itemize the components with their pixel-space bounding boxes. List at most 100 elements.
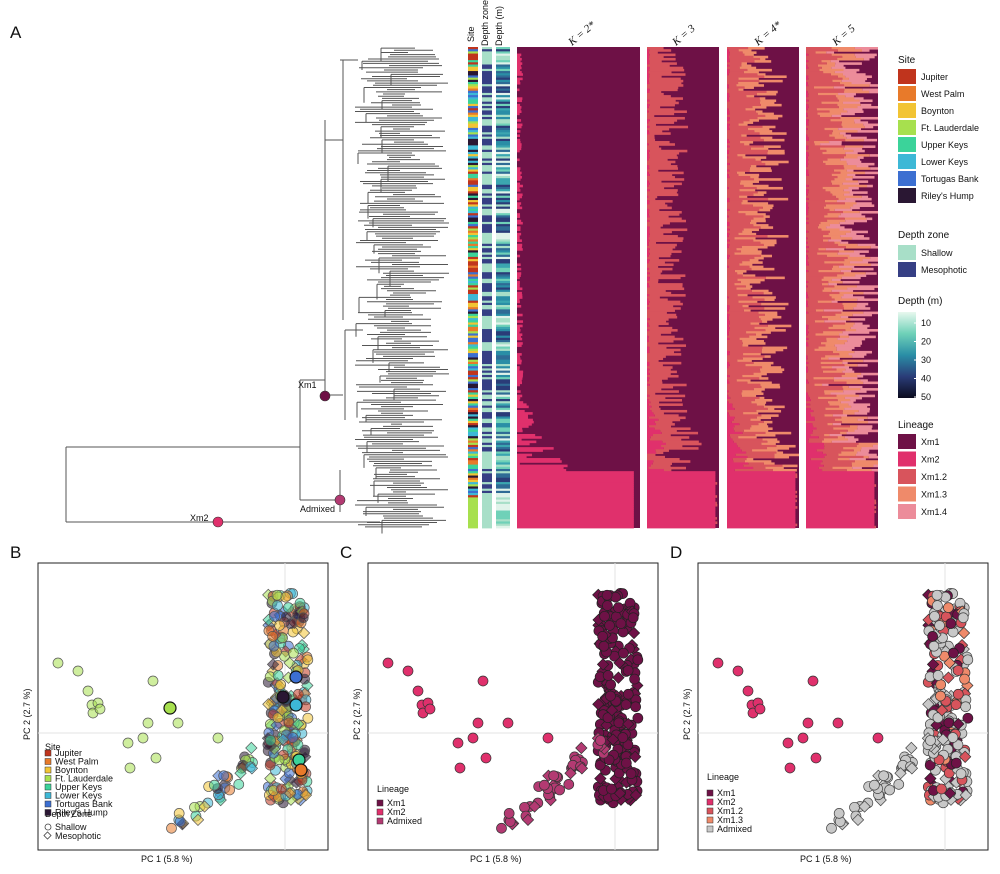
pca-point (575, 762, 589, 775)
depth-cell (496, 366, 510, 369)
ancestry-bar (824, 390, 844, 393)
ancestry-bar (649, 228, 688, 232)
ancestry-bar (839, 405, 852, 409)
ancestry-bar (856, 444, 873, 448)
ancestry-bar (806, 298, 835, 302)
depth-cell (496, 217, 510, 221)
ancestry-bar (806, 377, 814, 380)
site-cell (468, 344, 478, 347)
ancestry-bar (806, 270, 809, 273)
depth-zone-cell (482, 364, 492, 367)
ancestry-bar (727, 521, 796, 525)
depth-cell (496, 73, 510, 76)
pca-point (605, 679, 617, 691)
depth-zone-cell (482, 121, 492, 124)
ancestry-bar (749, 259, 759, 262)
ancestry-bar (647, 202, 650, 205)
ancestry-bar (647, 160, 676, 164)
ancestry-bar (517, 272, 522, 275)
ancestry-bar (821, 315, 841, 319)
ancestry-bar (649, 103, 675, 107)
ancestry-bar (749, 335, 768, 339)
depth-zone-legend-label: Mesophotic (921, 265, 968, 275)
depth-zone-cell (482, 108, 492, 111)
ancestry-bar (826, 453, 839, 457)
ancestry-bar (727, 132, 760, 135)
site-cell (468, 372, 478, 376)
depth-cell (496, 239, 510, 242)
ancestry-bar (727, 374, 730, 378)
ancestry-bar (821, 366, 833, 369)
ancestry-bar (727, 309, 729, 312)
ancestry-bar (727, 175, 730, 179)
depth-zone-cell (482, 136, 492, 140)
ancestry-bar (806, 390, 825, 393)
ancestry-bar (754, 326, 776, 330)
ancestry-bar (837, 399, 851, 402)
depth-cell (496, 521, 510, 525)
depth-cell (496, 60, 510, 63)
ancestry-bar (517, 368, 520, 371)
pca-point (613, 602, 624, 613)
ancestry-bar (855, 460, 878, 463)
ancestry-bar (517, 184, 523, 188)
ancestry-bar (647, 396, 666, 400)
ancestry-bar (822, 289, 832, 293)
ancestry-bar (727, 523, 796, 527)
depth-zone-cell (482, 66, 492, 70)
ancestry-bar (647, 484, 716, 487)
pca-point (613, 717, 625, 729)
depth-cell (496, 300, 510, 304)
pca-point (287, 732, 299, 743)
depth-zone-cell (482, 127, 492, 131)
depth-cell (496, 302, 510, 306)
ancestry-bar (648, 335, 675, 339)
depth-zone-cell (482, 204, 492, 208)
ancestry-bar (863, 138, 878, 142)
ancestry-bar (806, 123, 809, 127)
pca-point (147, 675, 159, 687)
pca-b-site-label: Boynton (55, 765, 88, 775)
ancestry-bar (517, 189, 521, 192)
ancestry-bar (517, 228, 521, 232)
ancestry-bar (868, 420, 878, 424)
depth-cell (496, 149, 510, 153)
ancestry-bar (806, 193, 808, 197)
ancestry-bar (839, 291, 864, 295)
ancestry-bar (727, 184, 744, 188)
ancestry-bar (729, 110, 756, 113)
ancestry-bar (727, 171, 737, 175)
site-cell (468, 189, 478, 192)
ancestry-bar (860, 449, 870, 452)
ancestry-bar (517, 377, 523, 380)
ancestry-bar (647, 525, 716, 529)
ancestry-bar (727, 280, 741, 284)
ancestry-bar (756, 409, 782, 413)
ancestry-bar (517, 182, 521, 186)
ancestry-bar (835, 62, 862, 65)
ancestry-bar (729, 329, 766, 332)
ancestry-bar (842, 331, 870, 334)
ancestry-bar (806, 127, 808, 131)
ancestry-bar (824, 444, 857, 448)
ancestry-bar (647, 372, 650, 376)
depth-cell (496, 394, 510, 398)
ancestry-bar (517, 361, 522, 365)
depth-cell (496, 101, 510, 105)
depth-zone-cell (482, 232, 492, 236)
ancestry-bar (728, 86, 745, 89)
ancestry-bar (727, 173, 729, 177)
ancestry-bar (806, 510, 875, 514)
ancestry-bar (808, 84, 845, 87)
ancestry-bar (729, 433, 756, 437)
ancestry-bar (863, 359, 878, 363)
depth-zone-cell (482, 162, 492, 166)
ancestry-bar (806, 396, 810, 400)
ancestry-bar (768, 197, 789, 201)
depth-zone-cell (482, 280, 492, 284)
ancestry-bar (727, 265, 729, 269)
site-cell (468, 309, 478, 312)
ancestry-bar (647, 53, 650, 57)
ancestry-bar (517, 460, 562, 463)
